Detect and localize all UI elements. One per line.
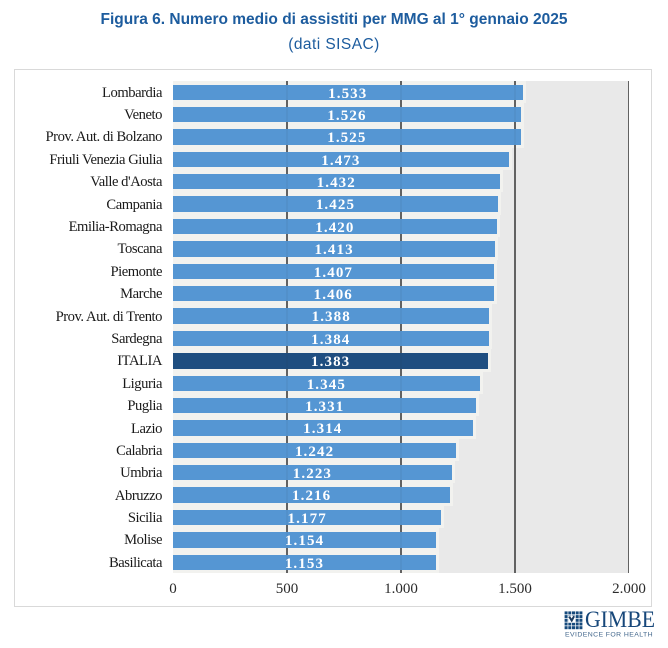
svg-text:EVIDENCE FOR HEALTH: EVIDENCE FOR HEALTH — [565, 632, 653, 639]
svg-text:GIMBE: GIMBE — [585, 609, 655, 633]
